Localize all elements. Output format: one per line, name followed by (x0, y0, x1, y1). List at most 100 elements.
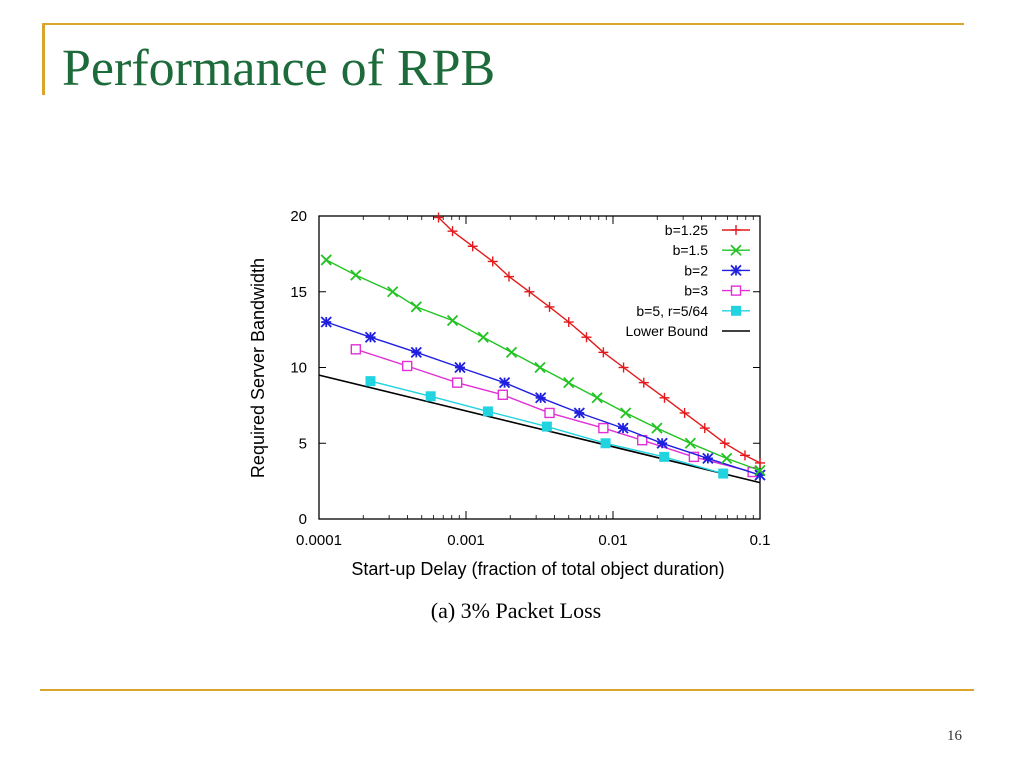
data-point (451, 377, 463, 388)
title-underline-top (42, 23, 964, 25)
data-point (702, 452, 714, 465)
data-point (755, 457, 765, 468)
data-point (447, 226, 458, 237)
data-point (651, 422, 663, 434)
legend: b=1.25 b=1.5 b=2 b=3 b=5, r=5/64 Lower Bound (625, 222, 750, 339)
data-point (365, 376, 376, 387)
data-point (410, 301, 422, 313)
chart-caption: (a) 3% Packet Loss (431, 598, 601, 623)
legend-label: b=2 (684, 262, 708, 278)
data-point (699, 423, 710, 434)
legend-swatch-marker (731, 225, 741, 235)
series-line (438, 216, 761, 464)
legend-item: b=1.25 (665, 222, 750, 238)
series-3 (350, 344, 758, 478)
page-number: 16 (947, 728, 962, 744)
data-point (535, 392, 547, 404)
data-point (591, 392, 603, 404)
y-tick-label: 10 (290, 360, 307, 377)
data-point (387, 286, 399, 298)
legend-label: b=5, r=5/64 (636, 303, 708, 319)
data-point (659, 451, 670, 462)
legend-swatch-marker (730, 285, 742, 296)
legend-label: b=1.25 (665, 222, 708, 238)
legend-label: b=3 (684, 283, 708, 299)
series-line (318, 374, 761, 484)
axes: 0 5 10 15 20 0.0001 0.001 0.01 0.1 (290, 208, 770, 549)
series-5 (318, 374, 761, 484)
legend-item: Lower Bound (625, 323, 750, 339)
data-point (719, 438, 730, 449)
data-point (754, 464, 766, 477)
data-point (659, 392, 670, 403)
data-point (364, 331, 377, 343)
data-point (505, 346, 518, 358)
data-point (544, 301, 555, 312)
x-tick-label: 0.001 (447, 532, 485, 549)
data-point (320, 316, 332, 328)
y-axis-label: Required Server Bandwidth (248, 258, 268, 478)
data-point (433, 212, 444, 223)
series-2 (320, 316, 766, 481)
data-point (656, 437, 668, 449)
data-point (524, 286, 535, 297)
data-point (410, 346, 422, 358)
data-point (684, 437, 697, 449)
slide-title: Performance of RPB (62, 40, 496, 97)
data-point (721, 452, 733, 465)
data-point (497, 389, 509, 400)
data-point (498, 377, 511, 389)
data-point (425, 391, 436, 402)
legend-label: Lower Bound (625, 323, 708, 339)
data-point (618, 362, 629, 373)
data-point (620, 407, 632, 419)
data-point (482, 406, 493, 417)
legend-label: b=1.5 (673, 242, 709, 258)
legend-item: b=2 (684, 262, 750, 278)
data-point (573, 407, 585, 419)
data-point (739, 450, 750, 461)
data-point (503, 271, 514, 282)
legend-item: b=1.5 (673, 242, 750, 258)
data-point (598, 347, 609, 358)
data-point (454, 361, 466, 374)
legend-item: b=5, r=5/64 (636, 303, 750, 319)
series-layer (318, 212, 766, 484)
data-point (563, 317, 574, 328)
x-axis-label: Start-up Delay (fraction of total object… (351, 559, 724, 579)
data-point (467, 241, 478, 252)
series-0 (433, 212, 765, 468)
data-point (718, 468, 729, 479)
series-1 (320, 254, 766, 477)
data-point (487, 256, 498, 267)
data-point (600, 438, 611, 449)
y-tick-label: 0 (299, 511, 307, 528)
data-point (446, 314, 459, 327)
data-point (598, 422, 609, 434)
legend-item: b=3 (684, 283, 750, 299)
data-point (320, 254, 332, 266)
data-point (679, 407, 690, 418)
data-point (581, 332, 592, 343)
data-point (563, 377, 575, 389)
data-point (638, 377, 649, 388)
data-point (688, 451, 700, 463)
footer-line (40, 689, 974, 691)
data-point (350, 344, 362, 355)
legend-swatch-marker (730, 244, 742, 256)
x-tick-label: 0.01 (598, 532, 627, 549)
series-4 (365, 376, 729, 479)
data-point (541, 421, 552, 432)
legend-swatch-marker (731, 305, 741, 316)
data-point (401, 360, 413, 372)
data-point (617, 422, 629, 434)
data-point (534, 361, 546, 374)
title-accent-bar (42, 23, 45, 95)
y-tick-label: 5 (299, 435, 307, 452)
data-point (477, 331, 489, 343)
x-tick-label: 0.1 (750, 532, 771, 549)
y-tick-label: 20 (290, 208, 307, 225)
data-point (350, 269, 362, 281)
data-point (544, 407, 555, 419)
